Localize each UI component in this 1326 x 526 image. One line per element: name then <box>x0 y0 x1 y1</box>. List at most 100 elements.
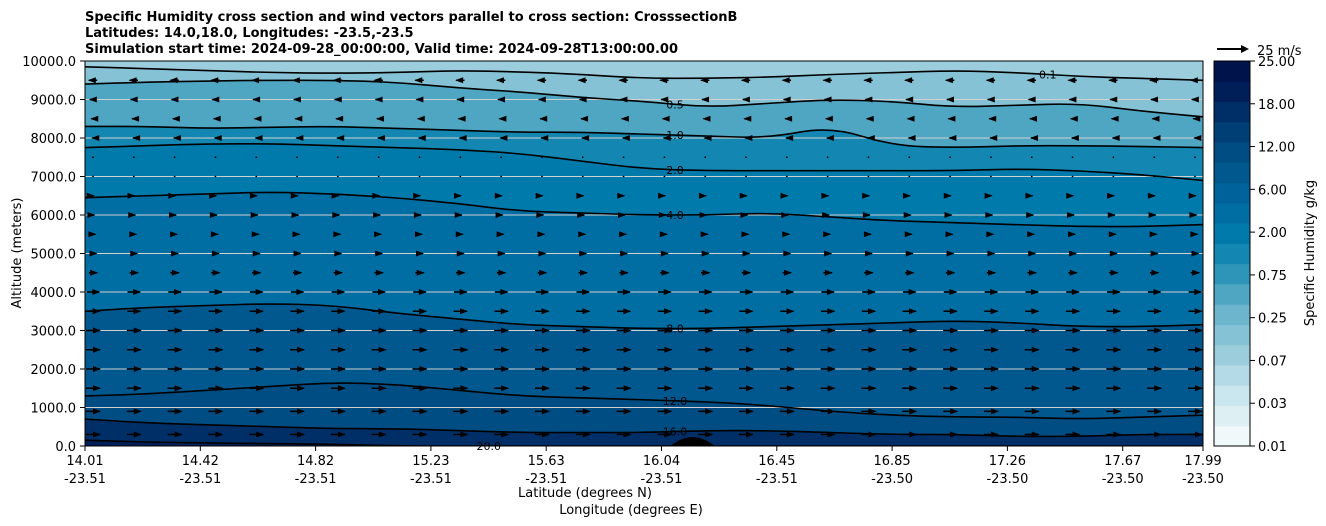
horizontal-gridlines <box>85 61 1203 446</box>
wind-vector-head <box>780 192 789 199</box>
wind-vector-head <box>172 135 181 141</box>
wind-vector-head <box>786 385 795 392</box>
wind-vector-head <box>174 327 183 334</box>
wind-vector-head <box>868 327 877 334</box>
wind-vector-head <box>746 327 755 334</box>
colorbar-tick-label: 6.00 <box>1258 183 1287 198</box>
wind-vector-head <box>333 231 342 238</box>
colorbar-tick-label: 0.75 <box>1258 269 1287 284</box>
x-tick-label-lat: 14.42 <box>182 454 219 469</box>
wind-vector-head <box>827 385 836 392</box>
wind-vector-head <box>337 431 346 438</box>
y-tick-label: 9000.0 <box>31 94 77 109</box>
wind-vector-head <box>745 308 754 315</box>
colorbar-band-0.25 <box>1214 304 1250 325</box>
wind-vector-head <box>578 231 587 238</box>
y-axis-ticks: 0.0 1000.0 2000.0 3000.0 4000.0 5000.0 6000.0 7… <box>22 55 85 455</box>
wind-vector-head <box>698 192 707 199</box>
wind-vector-head <box>251 231 260 238</box>
wind-vector <box>908 175 911 178</box>
wind-vector-head <box>1154 408 1163 415</box>
x-tick-label-lat: 16.04 <box>643 454 680 469</box>
wind-vector-head <box>536 212 545 218</box>
wind-vector-head <box>906 115 915 122</box>
wind-vector-head <box>297 408 306 415</box>
colorbar-tick-label: 18.00 <box>1258 98 1295 113</box>
wind-vector-head <box>663 289 672 295</box>
wind-vector-head <box>705 366 714 372</box>
wind-vector <box>704 175 707 178</box>
wind-vector-head <box>456 250 465 257</box>
wind-vector-head <box>294 269 303 276</box>
wind-vector-head <box>133 308 142 315</box>
wind-vector-head <box>414 231 423 238</box>
wind-vector-head <box>457 269 466 276</box>
wind-vector-head <box>501 366 510 372</box>
wind-vector-head <box>949 308 958 315</box>
wind-vector-head <box>864 250 873 257</box>
wind-vector-head <box>827 346 836 353</box>
colorbar: 0.01 0.03 0.07 0.25 0.75 2.00 6.00 12.00 18.00 25… <box>1213 55 1318 455</box>
wind-vector-head <box>215 431 224 438</box>
wind-vector-head <box>539 115 548 122</box>
wind-vector-head <box>1195 366 1203 372</box>
colorbar-band-0.5 <box>1214 283 1250 305</box>
wind-vector-head <box>620 250 629 257</box>
wind-vector-head <box>1031 327 1040 334</box>
wind-vector-head <box>1113 408 1122 415</box>
colorbar-band-8.0 <box>1214 162 1250 184</box>
wind-vector <box>132 175 135 178</box>
wind-vector-head <box>1147 192 1156 199</box>
wind-vector-head <box>174 408 183 415</box>
wind-vector-head <box>419 327 428 334</box>
wind-vector-head <box>419 408 428 415</box>
wind-vector-head <box>174 385 183 392</box>
wind-vector-head <box>296 289 305 295</box>
wind-vector-head <box>664 346 673 353</box>
wind-vector-head <box>1028 269 1037 276</box>
wind-vector-head <box>375 269 384 276</box>
wind-vector-head <box>498 115 507 122</box>
wind-vector-head <box>1069 115 1078 122</box>
wind-vector-head <box>460 366 469 372</box>
wind-vector <box>336 156 339 159</box>
wind-vector-head <box>1111 135 1120 141</box>
wind-vector-head <box>416 250 425 257</box>
humidity-band-20.0 <box>85 440 1203 446</box>
wind-vector-head <box>170 231 179 238</box>
wind-vector-head <box>374 231 383 238</box>
wind-vector-head <box>93 431 101 438</box>
wind-vector-head <box>1188 192 1197 199</box>
wind-vector-head <box>535 192 544 199</box>
colorbar-band-0.75 <box>1214 263 1250 285</box>
x-tick-label-lat: 17.99 <box>1184 454 1221 469</box>
wind-vector <box>949 175 952 178</box>
wind-vector-head <box>255 308 264 315</box>
contour-label-0.5: 0.5 <box>666 98 684 111</box>
wind-vector-head <box>90 115 99 122</box>
wind-vector-head <box>658 192 667 199</box>
wind-vector-head <box>622 289 631 295</box>
wind-vector-head <box>334 250 343 257</box>
wind-vector-head <box>456 96 465 103</box>
wind-vector-head <box>413 192 422 199</box>
wind-vector-head <box>990 308 999 315</box>
wind-vector-head <box>620 269 629 276</box>
y-tick-label: 0.0 <box>55 440 76 455</box>
colorbar-band-12.0 <box>1214 142 1250 163</box>
wind-vector-head <box>458 135 467 141</box>
wind-vector-head <box>211 96 220 103</box>
wind-vector-head <box>576 192 585 199</box>
wind-vector <box>214 175 217 178</box>
wind-vector-head <box>1195 346 1203 353</box>
wind-vector-head <box>501 327 510 334</box>
wind-vector <box>296 175 298 178</box>
wind-vector-head <box>579 250 588 257</box>
wind-vector-head <box>746 366 755 372</box>
wind-vector-head <box>256 327 265 334</box>
wind-vector-head <box>133 408 142 415</box>
x-tick-label-lon: -23.51 <box>525 472 567 487</box>
wind-vector <box>255 175 258 178</box>
wind-vector-head <box>541 385 550 392</box>
wind-vector-head <box>746 346 755 353</box>
